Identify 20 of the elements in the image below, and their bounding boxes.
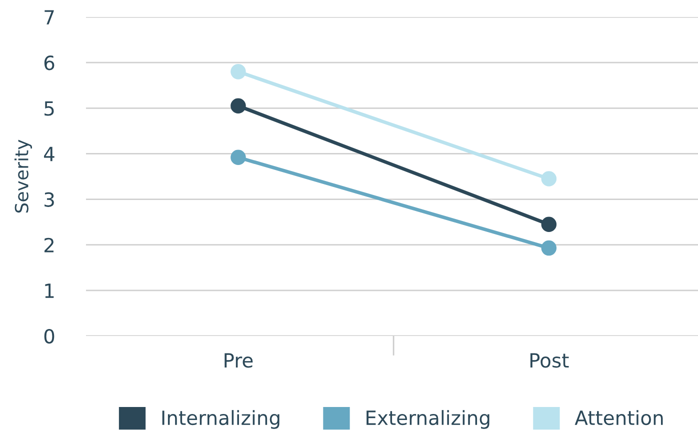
y-tick-label: 2 (44, 238, 54, 252)
y-tick-label: 6 (44, 56, 54, 70)
y-tick-label: 4 (44, 146, 54, 162)
x-tick-label: Post (530, 353, 569, 368)
point (230, 98, 246, 114)
point (541, 216, 557, 232)
x-tick-label: Pre (224, 353, 253, 368)
legend-label: Internalizing (162, 410, 280, 429)
y-tick-label: 5 (44, 101, 54, 116)
y-tick-label: 3 (44, 192, 54, 207)
y-tick-label: 7 (44, 10, 54, 24)
legend-label: Externalizing (366, 410, 490, 429)
y-axis-title: Severity (14, 140, 32, 213)
point (230, 64, 246, 80)
legend-label: Attention (574, 410, 663, 426)
y-tick-label: 0 (44, 328, 54, 344)
point (541, 240, 557, 256)
point (541, 171, 557, 186)
point (230, 150, 246, 165)
y-tick-label: 1 (45, 284, 54, 298)
